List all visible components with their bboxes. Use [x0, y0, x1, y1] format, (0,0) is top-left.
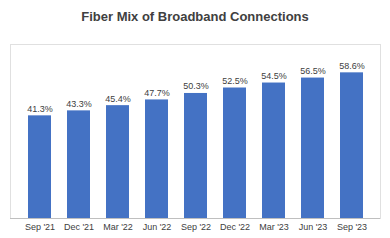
svg-text:41.3%: 41.3%	[27, 104, 53, 114]
svg-text:47.7%: 47.7%	[144, 88, 170, 98]
svg-text:Sep '23: Sep '23	[337, 222, 367, 232]
svg-text:Jun '23: Jun '23	[299, 222, 328, 232]
html-text:Fiber Mix of Broadband Connect: Fiber Mix of Broadband Connections	[81, 9, 309, 24]
svg-text:Mar '22: Mar '22	[103, 222, 133, 232]
svg-text:56.5%: 56.5%	[300, 66, 326, 76]
svg-text:Sep '21: Sep '21	[25, 222, 55, 232]
svg-text:Mar '23: Mar '23	[259, 222, 289, 232]
svg-text:52.5%: 52.5%	[222, 76, 248, 86]
svg-text:54.5%: 54.5%	[261, 71, 287, 81]
svg-text:43.3%: 43.3%	[66, 99, 92, 109]
svg-text:Dec '22: Dec '22	[220, 222, 250, 232]
svg-text:58.6%: 58.6%	[339, 61, 365, 71]
svg-text:50.3%: 50.3%	[183, 81, 209, 91]
svg-text:Jun '22: Jun '22	[143, 222, 172, 232]
svg-text:45.4%: 45.4%	[105, 94, 131, 104]
svg-text:Sep '22: Sep '22	[181, 222, 211, 232]
svg-text:Dec '21: Dec '21	[64, 222, 94, 232]
